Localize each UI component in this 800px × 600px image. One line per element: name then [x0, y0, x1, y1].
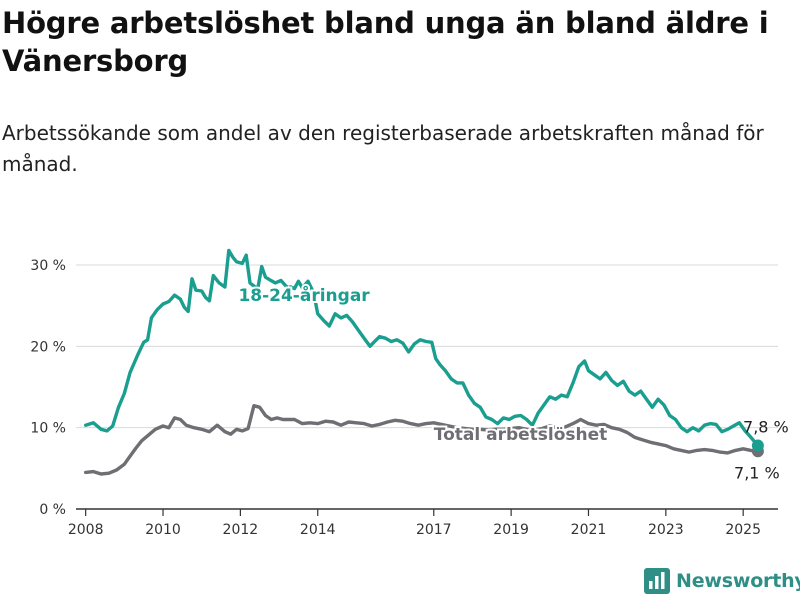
- series-line-total: [84, 404, 760, 476]
- x-tick-label: 2025: [725, 522, 761, 538]
- y-tick-label: 10 %: [30, 421, 66, 437]
- end-point-18-24: [751, 439, 764, 452]
- series-label-total: Total arbetslöshet: [434, 425, 608, 445]
- y-tick-label: 20 %: [30, 339, 66, 355]
- y-tick-label: 0 %: [39, 502, 66, 518]
- x-tick-label: 2014: [300, 522, 336, 538]
- x-tick-label: 2010: [145, 522, 181, 538]
- x-tick-label: 2019: [493, 522, 529, 538]
- bar-chart-logo-icon: [644, 568, 670, 594]
- x-axis: 2008 2010 2012 2014 2017 2019 2021 2023 2025: [68, 509, 761, 538]
- x-tick-label: 2023: [648, 522, 684, 538]
- x-tick-label: 2021: [571, 522, 607, 538]
- series-label-18-24: 18-24-åringar: [238, 284, 370, 306]
- newsworthy-brand: Newsworthy: [644, 568, 800, 594]
- chart-subtitle: Arbetssökande som andel av den registerb…: [2, 121, 764, 176]
- x-tick-label: 2012: [223, 522, 259, 538]
- chart-title: Högre arbetslöshet bland unga än bland ä…: [2, 6, 769, 78]
- series-line-18-24: [84, 248, 760, 448]
- brand-name: Newsworthy: [676, 570, 800, 592]
- y-axis-ticks: 0 % 10 % 20 % 30 %: [30, 258, 66, 518]
- end-label-total: 7,1 %: [734, 463, 780, 482]
- x-tick-label: 2008: [68, 522, 104, 538]
- y-tick-label: 30 %: [30, 258, 66, 274]
- x-tick-label: 2017: [416, 522, 452, 538]
- series-labels: 18-24-åringar Total arbetslöshet 7,8 % 7,1 …: [236, 282, 789, 482]
- series-lines: [84, 248, 764, 476]
- end-label-18-24: 7,8 %: [743, 418, 789, 437]
